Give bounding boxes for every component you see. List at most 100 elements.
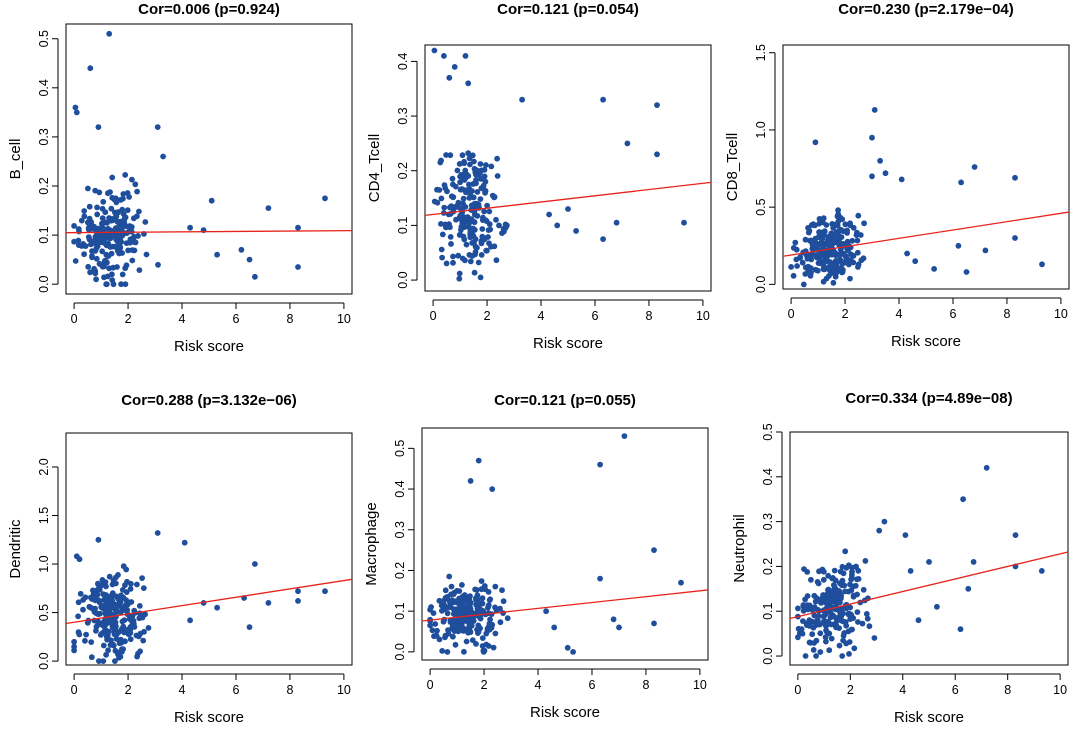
scatter-points — [431, 47, 687, 282]
data-point — [500, 598, 507, 605]
data-point — [851, 645, 858, 652]
data-point — [438, 246, 445, 253]
data-point — [804, 255, 811, 262]
data-point — [461, 236, 468, 243]
data-point — [800, 281, 807, 288]
y-tick-label: 0.4 — [396, 53, 410, 70]
x-tick-label: 4 — [538, 309, 545, 323]
data-point — [105, 647, 111, 654]
data-point — [820, 278, 827, 285]
y-tick-label: 0.2 — [396, 162, 410, 179]
data-point — [101, 236, 108, 242]
data-point — [825, 234, 832, 240]
data-point — [83, 631, 89, 638]
data-point — [847, 257, 854, 263]
data-point — [443, 152, 449, 158]
data-point — [600, 236, 606, 243]
data-point — [441, 597, 447, 604]
x-axis-label: Risk score — [891, 333, 961, 350]
data-point — [484, 202, 490, 209]
data-point — [926, 559, 932, 565]
data-point — [480, 182, 487, 189]
data-point — [459, 152, 466, 159]
data-point — [793, 246, 800, 253]
plot-frame — [65, 432, 353, 666]
data-point — [450, 181, 456, 188]
data-point — [116, 223, 122, 230]
data-point — [487, 616, 493, 623]
data-point — [97, 632, 104, 638]
x-tick-label: 0 — [788, 307, 795, 321]
plot-frame — [424, 44, 712, 292]
data-point — [458, 227, 464, 233]
data-point — [142, 219, 149, 225]
data-point — [112, 233, 118, 239]
data-point — [855, 576, 862, 582]
data-point — [519, 96, 525, 103]
data-point — [971, 164, 978, 170]
data-point — [488, 163, 495, 170]
data-point — [834, 264, 841, 271]
data-point — [839, 260, 846, 267]
data-point — [120, 195, 126, 202]
data-point — [823, 222, 830, 228]
data-point — [835, 207, 841, 214]
data-point — [111, 629, 118, 636]
data-point — [855, 619, 861, 625]
data-point — [847, 616, 854, 622]
data-point — [499, 587, 505, 594]
y-tick-label: 2.0 — [37, 458, 51, 475]
x-tick-label: 4 — [896, 307, 903, 321]
data-point — [805, 229, 812, 236]
data-point — [471, 158, 477, 165]
data-point — [113, 213, 120, 220]
data-point — [478, 176, 484, 182]
y-tick-label: 0.3 — [37, 128, 51, 145]
data-point — [89, 248, 95, 255]
data-point — [983, 464, 990, 471]
y-tick-label: 0.5 — [761, 423, 775, 440]
data-point — [816, 241, 822, 248]
data-point — [155, 261, 161, 268]
data-point — [496, 222, 502, 229]
y-axis-label: B_cell — [7, 139, 24, 180]
data-point — [106, 573, 113, 580]
data-point — [483, 630, 490, 637]
data-point — [456, 161, 463, 167]
regression-line — [421, 589, 709, 622]
data-point — [444, 610, 451, 617]
data-point — [470, 194, 477, 201]
data-point — [441, 204, 448, 211]
data-point — [489, 192, 496, 199]
data-point — [483, 217, 489, 224]
data-point — [836, 642, 843, 649]
data-point — [429, 627, 436, 634]
data-point — [849, 626, 855, 633]
data-point — [866, 623, 873, 630]
data-point — [861, 220, 867, 227]
data-point — [100, 642, 107, 649]
panel-4: Cor=0.288 (p=3.132e−06) 0 2 4 6 8 10 Risk score… — [7, 392, 353, 726]
data-point — [132, 181, 139, 188]
x-tick-label: 4 — [179, 312, 186, 326]
data-point — [616, 624, 622, 631]
data-point — [825, 258, 832, 265]
data-point — [127, 630, 134, 636]
data-point — [478, 578, 485, 584]
data-point — [106, 235, 113, 242]
data-point — [119, 646, 125, 653]
data-point — [94, 204, 100, 211]
data-point — [802, 596, 808, 603]
y-tick-label: 1.5 — [37, 507, 51, 524]
data-point — [427, 606, 433, 613]
data-point — [600, 96, 606, 103]
y-tick-label: 0.5 — [37, 604, 51, 621]
data-point — [963, 269, 970, 275]
data-point — [479, 238, 486, 244]
x-tick-label: 8 — [642, 678, 649, 692]
data-point — [92, 240, 99, 247]
data-point — [491, 243, 498, 250]
data-point — [570, 649, 576, 655]
data-point — [471, 269, 478, 276]
data-point — [466, 155, 473, 162]
